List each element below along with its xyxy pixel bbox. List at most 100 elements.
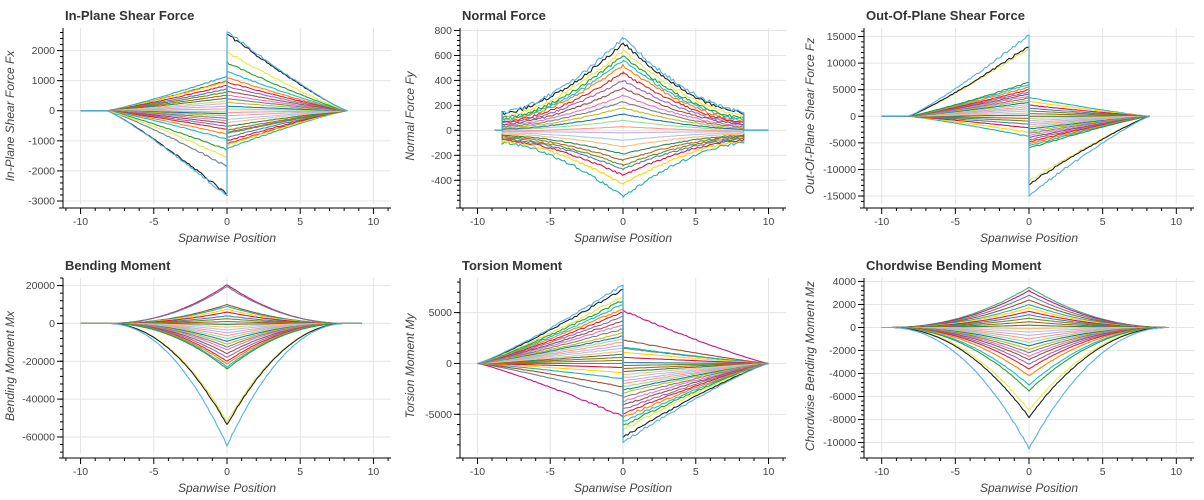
series-line <box>494 55 769 131</box>
series-line <box>494 87 769 131</box>
series-line <box>80 61 348 151</box>
y-tick-label: -60000 <box>22 431 55 443</box>
x-axis-label: Spanwise Position <box>574 481 672 495</box>
series-line <box>80 90 348 125</box>
chart-panel: Normal Force -10 -5 0 5 10 -400 -200 0 200 400 600 8… <box>400 0 804 250</box>
y-tick-label: 200 <box>434 100 452 112</box>
series-line <box>494 129 769 185</box>
series-line <box>881 91 1150 141</box>
x-tick-label: 0 <box>620 216 626 228</box>
y-tick-label: -15000 <box>823 191 856 203</box>
y-tick-label: 4000 <box>833 276 857 288</box>
series-line <box>494 129 769 162</box>
y-tick-label: 0 <box>49 105 55 117</box>
x-tick-label: -10 <box>470 216 485 228</box>
series-line <box>80 322 362 370</box>
y-tick-label: 600 <box>434 50 452 62</box>
y-tick-label: 0 <box>850 111 856 123</box>
series-line <box>881 113 1150 119</box>
series-line <box>881 100 1150 133</box>
series-line <box>494 129 769 167</box>
y-tick-label: 0 <box>49 318 55 330</box>
x-axis-label: Spanwise Position <box>574 231 672 245</box>
series-line <box>494 36 769 131</box>
series-line <box>80 100 348 123</box>
y-tick-label: -5000 <box>829 137 856 149</box>
x-tick-label: 10 <box>763 216 775 228</box>
x-tick-label: -5 <box>951 216 960 228</box>
series-line <box>494 129 769 171</box>
series-line <box>80 81 348 130</box>
x-tick-label: -10 <box>73 216 88 228</box>
series-line <box>881 326 1169 419</box>
chart-svg: Bending Moment -10 -5 0 5 10 -60000 -40000 -2000… <box>3 258 391 495</box>
series-line <box>80 285 362 324</box>
x-tick-label: 10 <box>1170 216 1182 228</box>
x-tick-label: 0 <box>224 466 230 478</box>
y-tick-label: 1000 <box>32 75 56 87</box>
series-line <box>494 129 769 142</box>
y-tick-label: 5000 <box>833 84 857 96</box>
series-line <box>881 34 1150 197</box>
series-line <box>494 129 769 148</box>
series-line <box>881 81 1150 149</box>
series-line <box>494 63 769 131</box>
x-tick-label: 5 <box>693 216 699 228</box>
x-axis-label: Spanwise Position <box>980 231 1078 245</box>
x-tick-label: -5 <box>149 466 158 478</box>
chart-title: Out-Of-Plane Shear Force <box>866 8 1025 23</box>
series-line <box>494 101 769 131</box>
series-line <box>80 98 348 119</box>
series-line <box>80 75 348 150</box>
chart-title: In-Plane Shear Force <box>65 8 194 23</box>
x-tick-label: -10 <box>874 466 889 478</box>
x-axis-label: Spanwise Position <box>178 481 276 495</box>
chart-panel: Chordwise Bending Moment -10 -5 0 5 10 -10000 -… <box>800 250 1204 500</box>
series-line <box>80 77 348 136</box>
y-axis-label: Normal Force Fy <box>403 70 417 160</box>
series-line <box>80 81 348 147</box>
x-axis-label: Spanwise Position <box>980 481 1078 495</box>
y-tick-label: 5000 <box>429 307 453 319</box>
chart-title: Bending Moment <box>65 258 171 273</box>
chart-panel: Bending Moment -10 -5 0 5 10 -60000 -40000 -2000… <box>0 250 404 500</box>
x-tick-label: 5 <box>1100 216 1106 228</box>
series-line <box>80 305 362 324</box>
y-axis-label: Chordwise Bending Moment Mz <box>803 281 817 451</box>
chart-svg: Torsion Moment -10 -5 0 5 10 -5000 0 5000 Spanwis… <box>403 258 786 495</box>
series-line <box>881 110 1150 122</box>
x-tick-label: 0 <box>620 466 626 478</box>
x-tick-label: -5 <box>546 216 555 228</box>
series-line <box>881 326 1169 370</box>
y-tick-label: -8000 <box>829 414 856 426</box>
y-axis-label: Out-Of-Plane Shear Force Fz <box>803 38 817 195</box>
x-tick-label: -10 <box>874 216 889 228</box>
series-line <box>881 104 1150 129</box>
series-line <box>881 107 1150 125</box>
series-line <box>80 303 362 324</box>
chart-panel: Out-Of-Plane Shear Force -10 -5 0 5 10 -15000 -… <box>800 0 1204 250</box>
y-tick-label: -200 <box>431 150 452 162</box>
y-tick-label: -20000 <box>22 356 55 368</box>
x-tick-label: 5 <box>1100 466 1106 478</box>
y-tick-label: 800 <box>434 25 452 37</box>
y-tick-label: 0 <box>850 322 856 334</box>
series-line <box>494 80 769 131</box>
y-tick-label: -6000 <box>829 391 856 403</box>
y-tick-label: -3000 <box>28 195 55 207</box>
series-line <box>881 286 1169 329</box>
series-line <box>80 322 362 422</box>
y-tick-label: 0 <box>446 358 452 370</box>
series-group <box>881 286 1169 450</box>
series-line <box>881 326 1169 450</box>
series-line <box>80 85 348 142</box>
y-tick-label: 2000 <box>32 45 56 57</box>
y-tick-label: 20000 <box>26 280 55 292</box>
series-line <box>881 294 1169 329</box>
y-tick-label: 2000 <box>833 299 857 311</box>
chart-title: Normal Force <box>462 8 546 23</box>
series-line <box>494 125 769 132</box>
y-axis-label: In-Plane Shear Force Fx <box>3 50 17 182</box>
series-line <box>80 88 348 138</box>
series-line <box>80 101 348 117</box>
